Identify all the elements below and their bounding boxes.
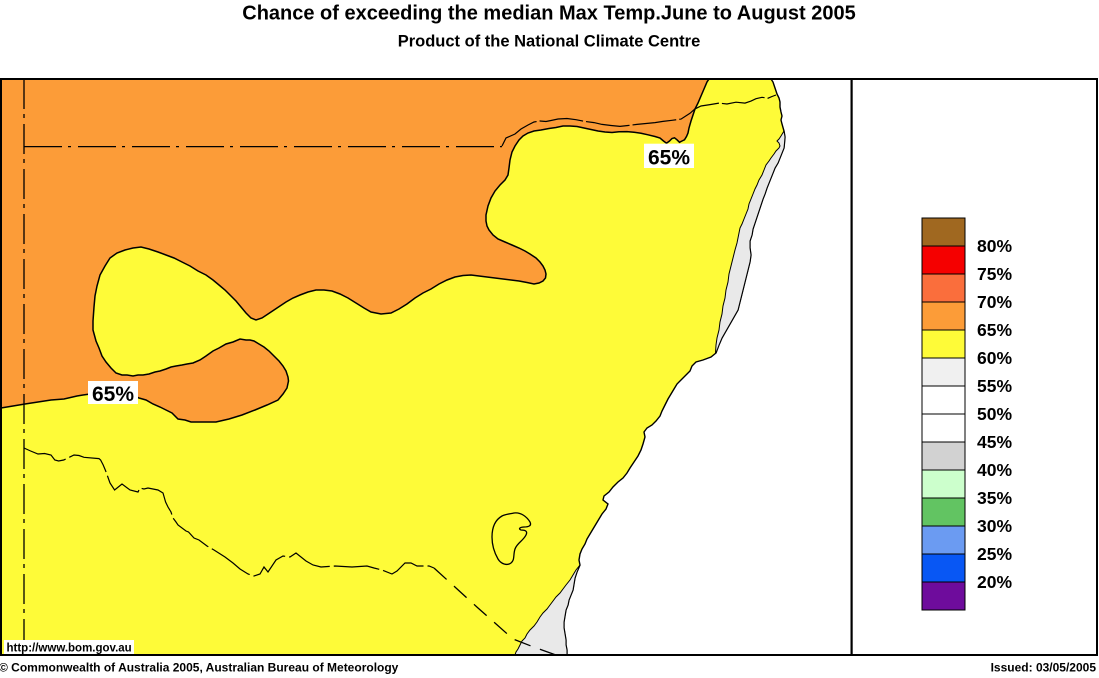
svg-text:http://www.bom.gov.au: http://www.bom.gov.au [7, 643, 132, 655]
svg-text:70%: 70% [977, 292, 1012, 312]
svg-text:50%: 50% [977, 404, 1012, 424]
svg-text:Chance of exceeding the median: Chance of exceeding the median Max Temp.… [242, 3, 855, 25]
svg-text:25%: 25% [977, 544, 1012, 564]
svg-text:35%: 35% [977, 488, 1012, 508]
svg-text:55%: 55% [977, 376, 1012, 396]
svg-text:65%: 65% [92, 383, 134, 406]
svg-text:30%: 30% [977, 516, 1012, 536]
svg-text:80%: 80% [977, 236, 1012, 256]
svg-text:20%: 20% [977, 572, 1012, 592]
svg-text:45%: 45% [977, 432, 1012, 452]
svg-text:65%: 65% [977, 320, 1012, 340]
svg-text:© Commonwealth of Australia 20: © Commonwealth of Australia 2005, Austra… [0, 661, 399, 675]
svg-text:75%: 75% [977, 264, 1012, 284]
svg-text:60%: 60% [977, 348, 1012, 368]
svg-text:65%: 65% [648, 146, 690, 169]
svg-text:Issued: 03/05/2005: Issued: 03/05/2005 [991, 661, 1097, 675]
svg-text:Product of the National Climat: Product of the National Climate Centre [398, 33, 701, 51]
svg-text:40%: 40% [977, 460, 1012, 480]
